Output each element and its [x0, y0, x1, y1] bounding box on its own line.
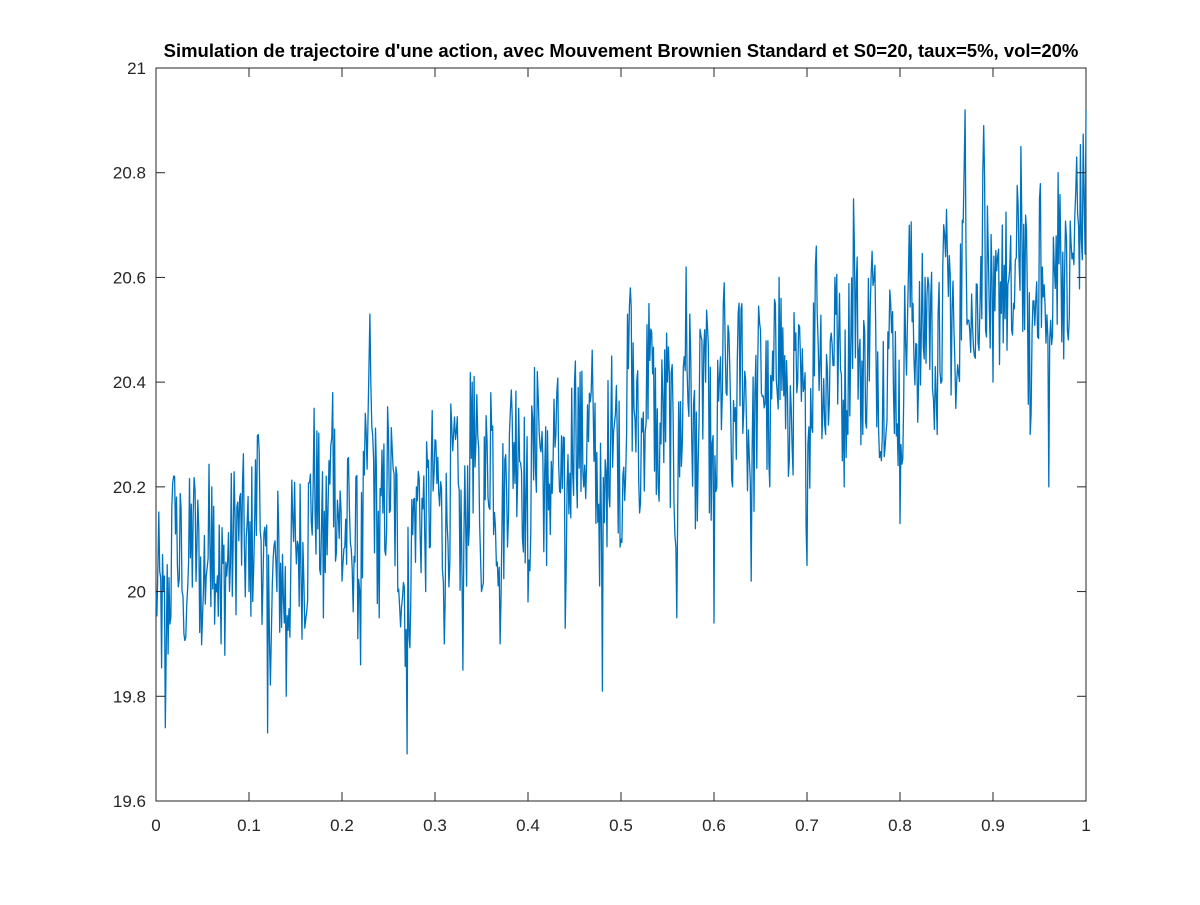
y-tick-label: 20.8 — [113, 164, 146, 183]
chart-title: Simulation de trajectoire d'une action, … — [164, 40, 1079, 61]
x-tick-label: 0.3 — [423, 816, 447, 835]
x-tick-label: 0.5 — [609, 816, 633, 835]
y-tick-label: 20.2 — [113, 478, 146, 497]
x-tick-label: 0.2 — [330, 816, 354, 835]
y-tick-label: 21 — [127, 59, 146, 78]
x-tick-label: 0.1 — [237, 816, 261, 835]
axes-box — [155, 67, 1087, 802]
y-tick-label: 19.8 — [113, 687, 146, 706]
y-tick-label: 20 — [127, 583, 146, 602]
x-tick-label: 1 — [1081, 816, 1090, 835]
x-tick-label: 0.9 — [981, 816, 1005, 835]
x-tick-label: 0.6 — [702, 816, 726, 835]
x-tick-label: 0.7 — [795, 816, 819, 835]
y-tick-label: 20.4 — [113, 373, 146, 392]
x-tick-label: 0 — [151, 816, 160, 835]
series-line — [155, 109, 1087, 755]
y-tick-label: 19.6 — [113, 792, 146, 811]
y-tick-label: 20.6 — [113, 268, 146, 287]
x-tick-label: 0.4 — [516, 816, 540, 835]
x-tick-label: 0.8 — [888, 816, 912, 835]
plot-area: 0 0.1 0.2 0.3 0.4 0.5 0.6 0.7 0.8 0.9 1 19.6 19.8 20 2… — [113, 59, 1091, 835]
